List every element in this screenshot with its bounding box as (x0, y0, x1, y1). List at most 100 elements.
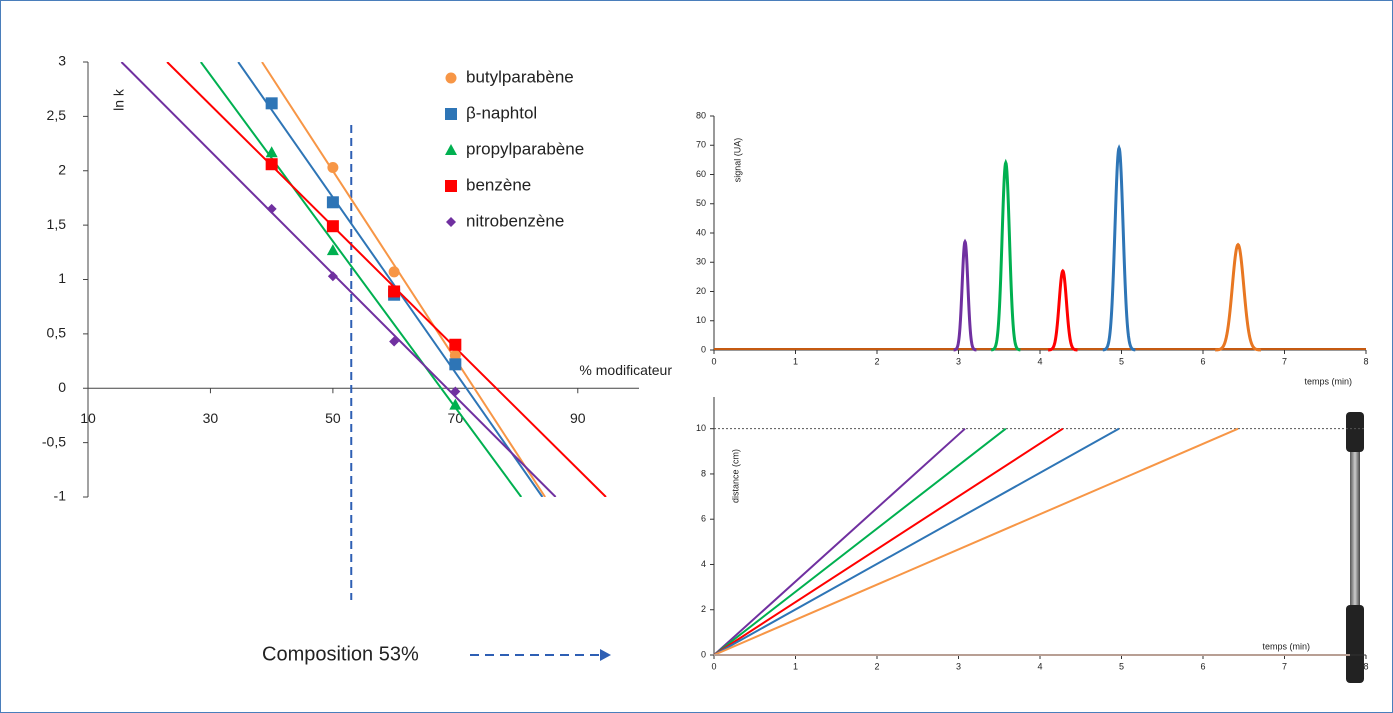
point (389, 336, 400, 347)
y-tick-label: 20 (696, 286, 706, 296)
y-tick-label: 0 (701, 344, 706, 354)
y-tick-label: 2 (58, 161, 66, 177)
y-tick-label: 40 (696, 227, 706, 237)
x-tick-label: 30 (203, 410, 219, 426)
fit-line (261, 62, 546, 497)
fit-line (166, 62, 607, 497)
x-tick-label: 50 (325, 410, 341, 426)
y-axis-label: distance (cm) (730, 449, 740, 503)
point (326, 220, 339, 233)
x-tick-label: 8 (1363, 661, 1368, 671)
legend-marker (445, 180, 457, 192)
column-image (1346, 412, 1364, 683)
legend-label: propylparabène (466, 139, 584, 158)
peak (1215, 242, 1261, 352)
y-tick-label: -1 (54, 488, 67, 504)
y-tick-label: 0 (701, 649, 706, 659)
x-tick-label: 5 (1119, 661, 1124, 671)
point (266, 203, 277, 214)
point (388, 266, 400, 278)
peak (1048, 268, 1078, 352)
x-tick-label: 0 (711, 356, 716, 366)
y-axis-label: signal (UA) (732, 138, 742, 183)
point (327, 161, 339, 173)
x-tick-label: 90 (570, 410, 586, 426)
y-tick-label: 1,5 (47, 216, 67, 232)
y-tick-label: 50 (696, 198, 706, 208)
y-tick-label: 4 (701, 559, 706, 569)
x-tick-label: 8 (1363, 356, 1368, 366)
peak (990, 158, 1021, 352)
chart-distance: 0 2 4 6 8 10 0 1 2 3 4 5 6 7 8 distance (cm) temps (min) (696, 397, 1369, 671)
x-tick-label: 7 (1282, 356, 1287, 366)
point (450, 386, 461, 397)
y-tick-label: 6 (701, 514, 706, 524)
y-tick-label: 60 (696, 169, 706, 179)
x-axis-label: % modificateur (579, 362, 672, 378)
fit-line (120, 62, 557, 497)
legend-marker (445, 108, 457, 120)
legend-label: nitrobenzène (466, 211, 564, 230)
y-tick-label: 8 (701, 468, 706, 478)
line (713, 427, 966, 656)
line (713, 427, 1007, 656)
y-tick-label: 70 (696, 140, 706, 150)
point (388, 285, 401, 298)
point (326, 244, 339, 256)
y-tick-label: -0,5 (42, 433, 66, 449)
x-tick-label: 70 (448, 410, 464, 426)
line (713, 427, 1064, 656)
y-axis-label: ln k (111, 88, 127, 111)
legend-marker (445, 72, 457, 84)
x-tick-label: 1 (793, 356, 798, 366)
x-tick-label: 6 (1200, 661, 1205, 671)
point (326, 196, 339, 209)
y-tick-label: 10 (696, 423, 706, 433)
y-tick-label: 2,5 (47, 107, 67, 123)
x-tick-label: 6 (1200, 356, 1205, 366)
peak (953, 238, 977, 352)
composition-label: Composition 53% (262, 643, 419, 665)
line (713, 427, 1120, 656)
y-tick-label: 10 (696, 315, 706, 325)
x-tick-label: 5 (1119, 356, 1124, 366)
y-tick-label: 0,5 (47, 325, 67, 341)
x-axis-label: temps (min) (1304, 376, 1352, 386)
y-tick-label: 30 (696, 257, 706, 267)
y-tick-label: 2 (701, 604, 706, 614)
point (449, 358, 462, 371)
legend-label: benzène (466, 175, 531, 194)
legend-label: butylparabène (466, 67, 574, 86)
point (449, 338, 462, 351)
fit-lines (120, 62, 607, 497)
x-axis-label: temps (min) (1262, 641, 1310, 651)
x-tick-label: 0 (711, 661, 716, 671)
x-tick-label: 4 (1037, 661, 1042, 671)
chart-retention: -1 -0,5 0 0,5 1 1,5 2 2,5 3 10 30 50 70 90 ln k % modif… (42, 53, 672, 666)
fit-line (200, 62, 523, 497)
x-tick-label: 4 (1037, 356, 1042, 366)
fit-line (237, 62, 544, 497)
point (327, 271, 338, 282)
y-tick-label: 0 (58, 379, 66, 395)
y-tick-label: 1 (58, 270, 66, 286)
x-tick-label: 10 (80, 410, 96, 426)
point (265, 146, 278, 158)
point (265, 158, 278, 171)
peak (1102, 144, 1136, 352)
y-tick-label: 3 (58, 53, 66, 69)
x-tick-label: 2 (874, 356, 879, 366)
y-tick-label: 80 (696, 110, 706, 120)
x-tick-label: 3 (956, 661, 961, 671)
legend-label: β-naphtol (466, 103, 537, 122)
legend-marker (446, 217, 456, 227)
x-tick-label: 3 (956, 356, 961, 366)
line (713, 427, 1239, 656)
point (449, 398, 462, 410)
chart-chromatogram: 0 10 20 30 40 50 60 70 80 0 1 2 3 4 5 6 7 8 signal (UA) tem… (696, 110, 1369, 386)
legend-marker (445, 144, 457, 155)
arrow-head (600, 649, 611, 661)
point (265, 97, 278, 110)
